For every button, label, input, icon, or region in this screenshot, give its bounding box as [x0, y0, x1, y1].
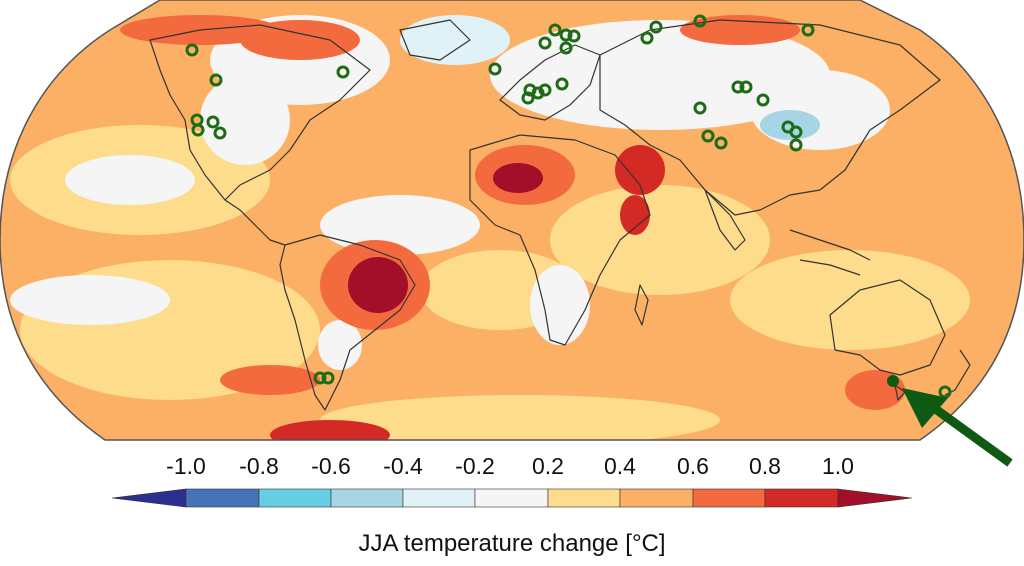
temperature-field	[0, 0, 1024, 440]
highlighted-station-marker	[887, 375, 899, 387]
station-marker	[559, 28, 573, 42]
station-marker	[649, 20, 663, 34]
station-marker	[555, 77, 569, 91]
station-markers	[185, 14, 952, 399]
station-marker	[701, 129, 715, 143]
station-marker	[789, 138, 803, 152]
station-marker	[731, 80, 745, 94]
colorbar-bin	[330, 488, 404, 508]
colorbar-tick-label: 1.0	[822, 453, 854, 479]
station-marker	[789, 125, 803, 139]
colorbar-bin	[619, 488, 694, 508]
station-marker	[213, 126, 227, 140]
station-marker	[739, 80, 753, 94]
colorbar-caption: JJA temperature change [°C]	[358, 530, 666, 557]
colorbar-tick-label: -1.0	[166, 453, 206, 479]
colorbar-bin	[547, 488, 621, 508]
map-frame	[0, 0, 1024, 441]
station-marker	[938, 385, 952, 399]
colorbar-bin	[258, 488, 332, 508]
colorbar-bin	[692, 488, 766, 508]
colorbar-tick-label: 0.8	[749, 453, 781, 479]
colorbar-tick-label: -0.2	[455, 453, 495, 479]
station-marker	[693, 14, 707, 28]
colorbar-tick-label: -0.6	[311, 453, 351, 479]
station-marker	[313, 371, 327, 385]
station-marker	[209, 73, 223, 87]
colorbar-bin	[837, 488, 913, 508]
station-marker	[538, 83, 552, 97]
station-marker	[756, 93, 770, 107]
station-marker	[521, 91, 535, 105]
station-marker	[206, 115, 220, 129]
station-marker	[538, 36, 552, 50]
station-marker	[559, 41, 573, 55]
station-marker	[567, 29, 581, 43]
colorbar-bin	[111, 488, 187, 508]
colorbar-tick-label: 0.4	[604, 453, 636, 479]
colorbar-tick-label: 0.6	[677, 453, 709, 479]
station-marker	[640, 31, 654, 45]
station-marker	[336, 65, 350, 79]
station-marker	[714, 136, 728, 150]
colorbar-bin	[185, 488, 260, 508]
station-marker	[191, 123, 205, 137]
station-marker	[531, 86, 545, 100]
highlight-arrow	[902, 388, 1013, 467]
station-marker	[548, 23, 562, 37]
station-marker	[801, 23, 815, 37]
colorbar-tick-label: -0.8	[239, 453, 279, 479]
colorbar-tick-label: 0.2	[532, 453, 564, 479]
colorbar-tick-label: -0.4	[383, 453, 423, 479]
colorbar-bin	[402, 488, 476, 508]
colorbar	[111, 488, 913, 508]
colorbar-bin	[474, 488, 549, 508]
station-marker	[693, 101, 707, 115]
station-marker	[185, 43, 199, 57]
station-marker	[488, 62, 502, 76]
station-marker	[321, 371, 335, 385]
colorbar-bin	[764, 488, 839, 508]
